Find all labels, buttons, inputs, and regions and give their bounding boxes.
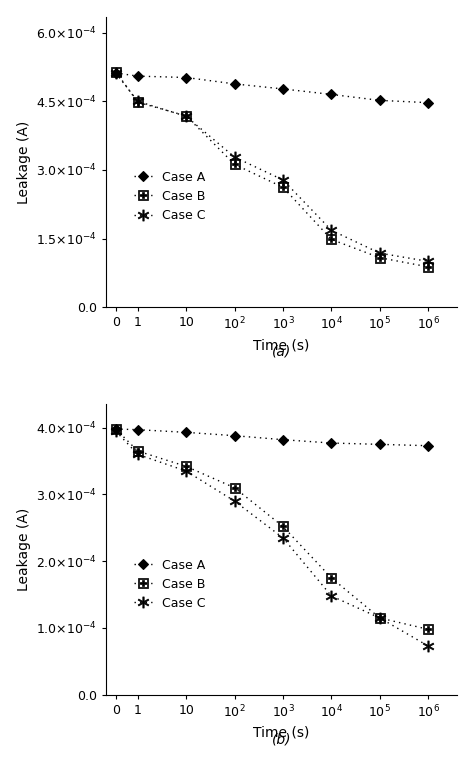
Text: (b): (b) [272, 733, 292, 746]
Line: Case B: Case B [111, 424, 433, 634]
Case C [113, 68, 118, 78]
Case A [280, 84, 286, 93]
Case A [183, 73, 189, 82]
Case C [232, 153, 237, 162]
Text: (a): (a) [272, 345, 291, 359]
Case C [232, 496, 237, 505]
Case B [280, 522, 286, 531]
Case A [377, 96, 383, 105]
Line: Case A: Case A [112, 69, 432, 106]
Case B [377, 613, 383, 622]
Case C [425, 641, 431, 651]
Case A [113, 68, 118, 78]
Case B [232, 160, 237, 169]
Case C [377, 249, 383, 258]
X-axis label: Time (s): Time (s) [254, 338, 310, 353]
Case B [113, 424, 118, 433]
Case C [328, 226, 334, 235]
Y-axis label: Leakage (A): Leakage (A) [17, 120, 31, 204]
Case B [280, 182, 286, 192]
Case C [280, 534, 286, 543]
Case A [328, 439, 334, 448]
Case A [328, 90, 334, 99]
Legend: Case A, Case B, Case C: Case A, Case B, Case C [130, 167, 210, 226]
Case C [113, 426, 118, 435]
Case B [425, 262, 431, 271]
Case B [425, 625, 431, 634]
Case C [183, 467, 189, 476]
Case B [135, 446, 141, 455]
Case A [280, 435, 286, 445]
Line: Case C: Case C [110, 426, 434, 651]
Case C [183, 112, 189, 121]
Y-axis label: Leakage (A): Leakage (A) [17, 508, 31, 591]
Case C [377, 613, 383, 622]
Line: Case A: Case A [112, 426, 432, 449]
Case A [135, 425, 141, 434]
Case B [135, 97, 141, 106]
Case C [425, 257, 431, 266]
Case B [113, 67, 118, 76]
Case A [183, 428, 189, 437]
Case B [328, 235, 334, 244]
Case B [377, 253, 383, 262]
Case A [113, 424, 118, 433]
Line: Case B: Case B [111, 67, 433, 272]
Case A [135, 71, 141, 81]
Case A [377, 440, 383, 449]
Case C [328, 591, 334, 600]
Case B [328, 573, 334, 582]
Case C [135, 97, 141, 106]
Case A [232, 431, 237, 440]
Case A [232, 79, 237, 88]
Case B [183, 112, 189, 121]
Case A [425, 441, 431, 450]
Case C [135, 450, 141, 459]
X-axis label: Time (s): Time (s) [254, 726, 310, 740]
Case A [425, 98, 431, 107]
Case C [280, 176, 286, 185]
Line: Case C: Case C [110, 68, 434, 267]
Case B [232, 483, 237, 492]
Legend: Case A, Case B, Case C: Case A, Case B, Case C [130, 555, 210, 614]
Case B [183, 462, 189, 471]
